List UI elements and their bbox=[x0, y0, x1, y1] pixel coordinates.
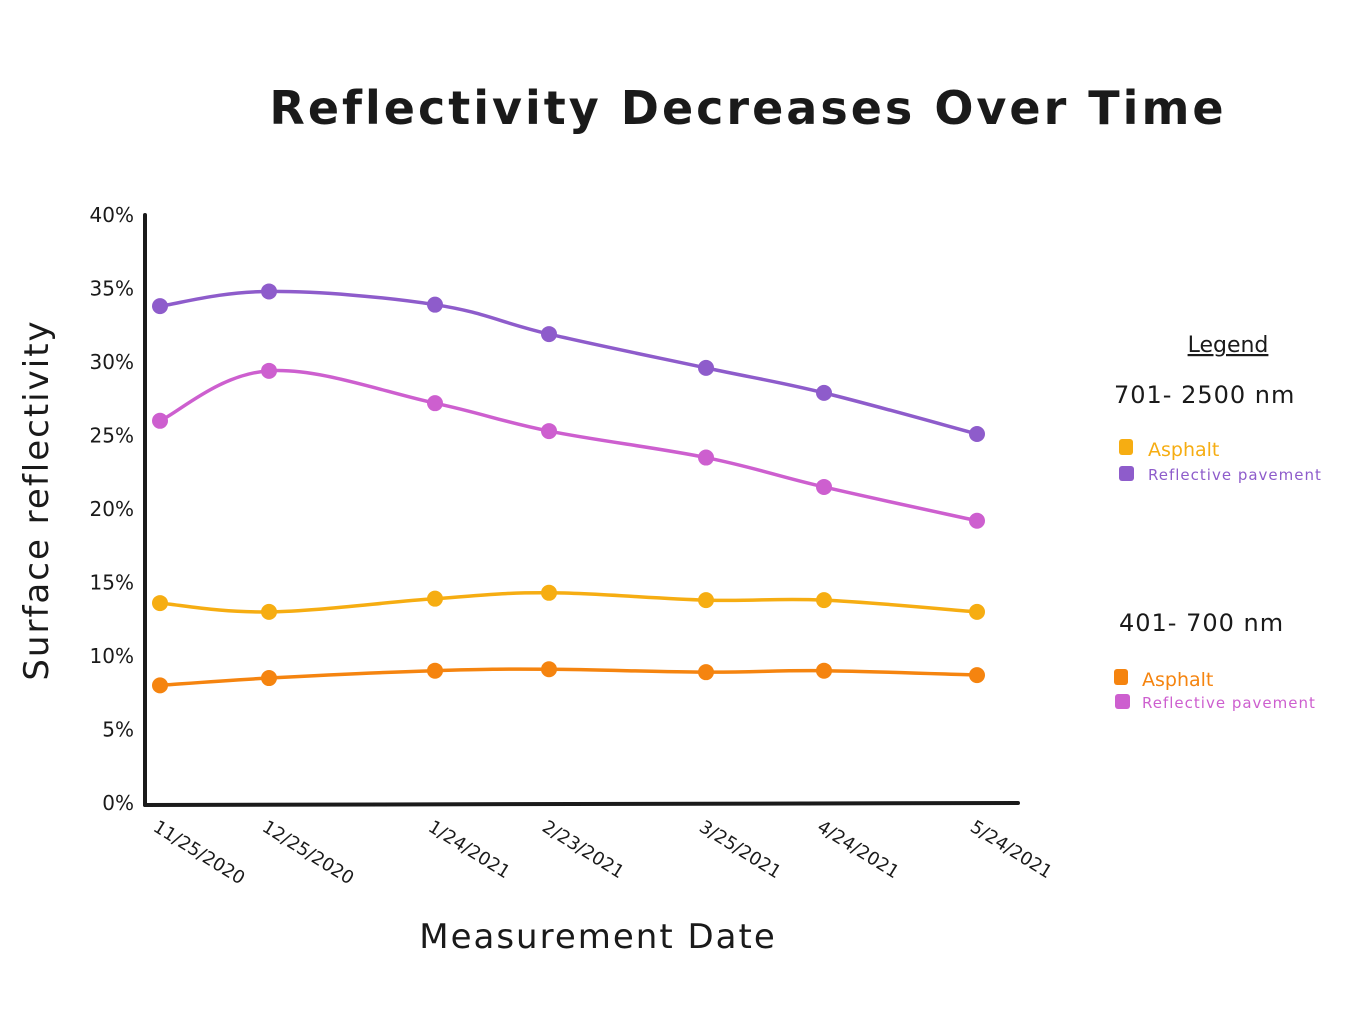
y-tick-label: 15% bbox=[90, 571, 134, 595]
series-layer bbox=[152, 283, 985, 694]
x-tick-label: 2/23/2021 bbox=[538, 816, 627, 883]
x-tick-label: 1/24/2021 bbox=[424, 816, 513, 883]
y-tick-label: 40% bbox=[90, 203, 134, 227]
x-tick-labels: 11/25/2020 12/25/2020 1/24/2021 2/23/2021 3/… bbox=[149, 816, 1055, 889]
data-point-asphalt-701-2500-nm bbox=[427, 590, 443, 607]
x-tick-label: 11/25/2020 bbox=[149, 816, 248, 889]
data-point-asphalt-401-700-nm bbox=[969, 667, 985, 684]
data-point-reflective-pavement-401-700-nm bbox=[816, 478, 832, 495]
data-point-reflective-pavement-401-700-nm bbox=[427, 395, 443, 412]
data-point-asphalt-701-2500-nm bbox=[816, 592, 832, 609]
y-tick-label: 30% bbox=[90, 350, 134, 374]
data-point-reflective-pavement-701-2500-nm bbox=[261, 283, 277, 300]
data-point-asphalt-401-700-nm bbox=[427, 662, 443, 679]
legend-label-asphalt-401: Asphalt bbox=[1142, 669, 1213, 691]
data-point-asphalt-701-2500-nm bbox=[541, 584, 557, 601]
y-tick-label: 20% bbox=[90, 497, 134, 521]
data-point-asphalt-401-700-nm bbox=[816, 662, 832, 679]
legend-label-reflective-701: Reflective pavement bbox=[1148, 466, 1322, 484]
y-tick-label: 35% bbox=[90, 277, 134, 301]
series-line-reflective-pavement-701-2500-nm bbox=[158, 289, 979, 436]
data-point-asphalt-401-700-nm bbox=[541, 661, 557, 678]
legend-label-asphalt-701: Asphalt bbox=[1148, 439, 1219, 461]
legend-swatch-reflective-401 bbox=[1115, 694, 1130, 709]
legend-group-2-label: 401- 700 nm bbox=[1119, 609, 1284, 637]
data-point-reflective-pavement-401-700-nm bbox=[261, 362, 277, 379]
y-tick-label: 0% bbox=[102, 791, 134, 815]
data-point-reflective-pavement-701-2500-nm bbox=[541, 326, 557, 343]
data-point-asphalt-701-2500-nm bbox=[698, 592, 714, 609]
data-point-asphalt-401-700-nm bbox=[698, 664, 714, 681]
y-tick-label: 5% bbox=[102, 718, 134, 742]
x-tick-label: 5/24/2021 bbox=[966, 816, 1055, 883]
y-tick-label: 10% bbox=[90, 644, 134, 668]
data-point-asphalt-701-2500-nm bbox=[969, 603, 985, 620]
data-point-asphalt-401-700-nm bbox=[152, 677, 168, 694]
data-point-reflective-pavement-401-700-nm bbox=[152, 412, 168, 429]
series-line-asphalt-401-700-nm bbox=[158, 667, 979, 688]
x-tick-label: 12/25/2020 bbox=[258, 816, 357, 889]
legend: Legend 701- 2500 nm Asphalt Reflective p… bbox=[1114, 333, 1322, 712]
data-point-reflective-pavement-401-700-nm bbox=[541, 423, 557, 440]
y-tick-label: 25% bbox=[90, 424, 134, 448]
data-point-asphalt-701-2500-nm bbox=[261, 603, 277, 620]
legend-label-reflective-401: Reflective pavement bbox=[1142, 694, 1316, 712]
legend-swatch-asphalt-401 bbox=[1114, 669, 1128, 685]
legend-swatch-reflective-701 bbox=[1119, 466, 1134, 481]
chart-title: Reflectivity Decreases Over Time bbox=[269, 81, 1226, 135]
series-line-reflective-pavement-401-700-nm bbox=[158, 368, 979, 523]
legend-title: Legend bbox=[1188, 333, 1269, 358]
data-point-reflective-pavement-701-2500-nm bbox=[152, 298, 168, 315]
x-axis-title: Measurement Date bbox=[419, 917, 777, 957]
data-point-reflective-pavement-401-700-nm bbox=[969, 512, 985, 529]
x-axis-line bbox=[143, 801, 1020, 807]
data-point-reflective-pavement-701-2500-nm bbox=[816, 384, 832, 401]
data-point-reflective-pavement-701-2500-nm bbox=[427, 296, 443, 313]
x-tick-label: 4/24/2021 bbox=[813, 816, 902, 883]
y-tick-labels: 0% 5% 10% 15% 20% 25% 30% 35% 40% bbox=[90, 203, 134, 815]
data-point-asphalt-401-700-nm bbox=[261, 670, 277, 687]
x-tick-label: 3/25/2021 bbox=[695, 816, 784, 883]
data-point-asphalt-701-2500-nm bbox=[152, 595, 168, 612]
series-line-asphalt-701-2500-nm bbox=[158, 591, 979, 614]
legend-group-1-label: 701- 2500 nm bbox=[1114, 381, 1295, 409]
data-point-reflective-pavement-401-700-nm bbox=[698, 449, 714, 466]
data-point-reflective-pavement-701-2500-nm bbox=[969, 426, 985, 443]
data-point-reflective-pavement-701-2500-nm bbox=[698, 359, 714, 376]
y-axis-title: Surface reflectivity bbox=[17, 319, 57, 680]
legend-swatch-asphalt-701 bbox=[1119, 439, 1133, 455]
